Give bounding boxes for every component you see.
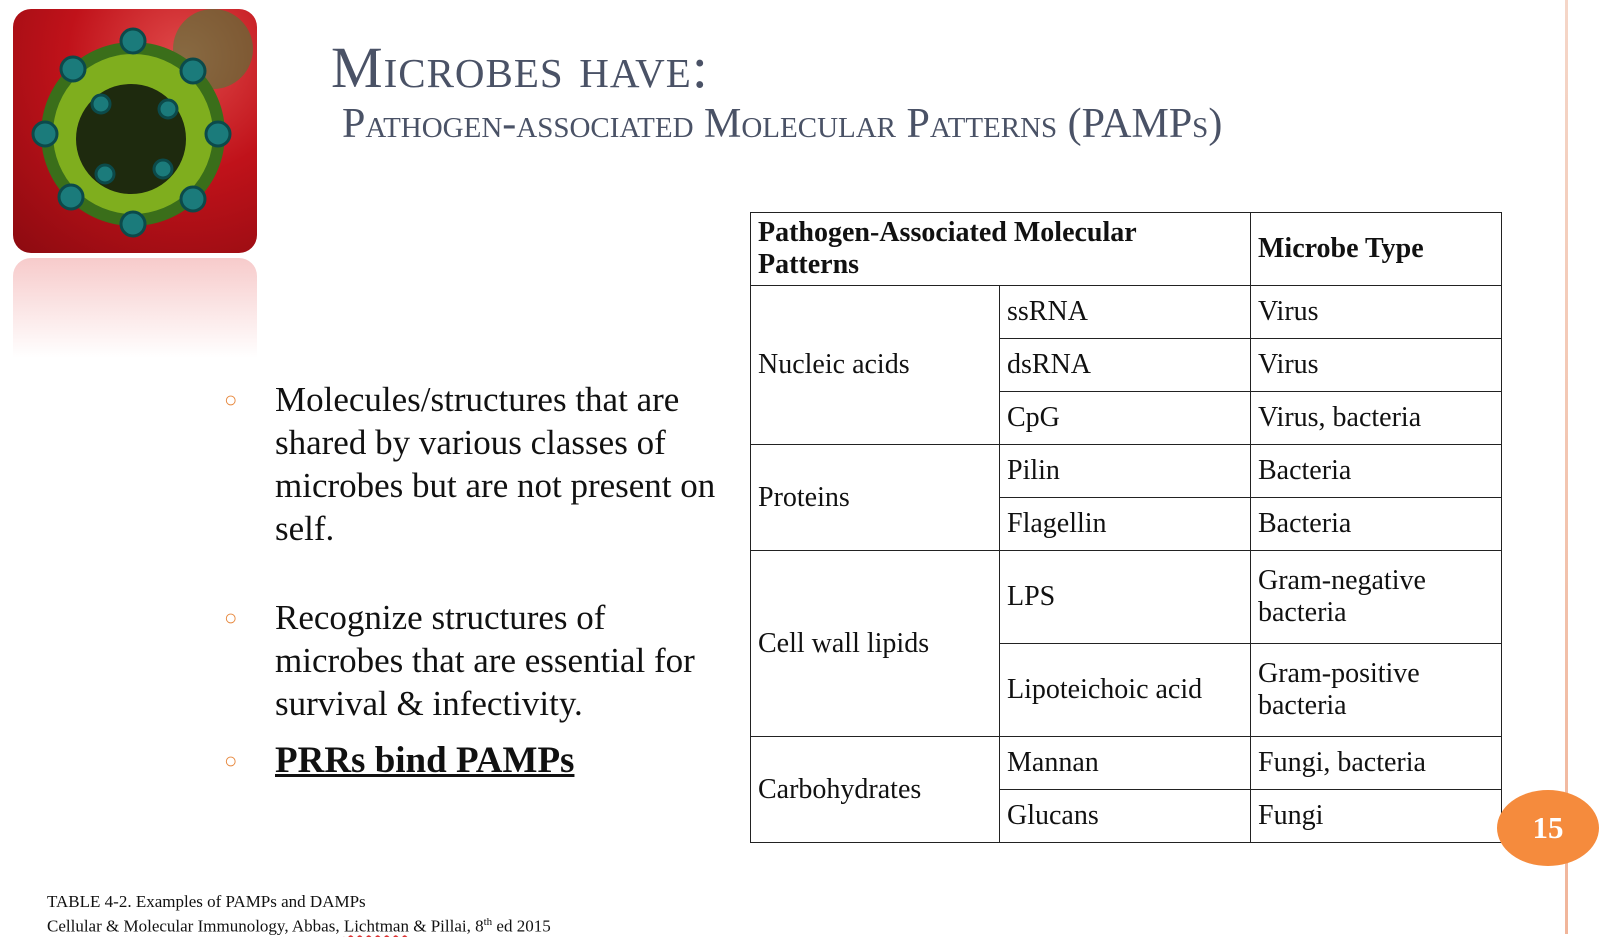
microbe-cell: Bacteria [1250, 444, 1502, 498]
pattern-cell: Pilin [999, 444, 1251, 498]
bullet-marker-icon: ○ [224, 748, 238, 773]
pattern-cell: Glucans [999, 789, 1251, 843]
right-edge-line [1565, 0, 1568, 934]
pattern-cell: Mannan [999, 736, 1251, 790]
pattern-cell: Lipoteichoic acid [999, 643, 1251, 737]
table-row: Proteins Pilin Bacteria [750, 444, 1502, 551]
pamps-table: Pathogen-Associated Molecular Patterns M… [750, 212, 1502, 843]
header-pamps: Pathogen-Associated Molecular Patterns [750, 212, 1251, 286]
bullet-text: PRRs bind PAMPs [275, 740, 575, 781]
group-carbohydrates: Carbohydrates [750, 736, 1000, 843]
virus-illustration [31, 9, 253, 238]
group-nucleic-acids: Nucleic acids [750, 285, 1000, 445]
footnote-citation: Cellular & Molecular Immunology, Abbas, … [47, 916, 551, 936]
virus-image [13, 9, 257, 253]
pattern-cell: LPS [999, 550, 1251, 644]
bullet-list: ○ Molecules/structures that are shared b… [222, 378, 722, 782]
table-header-row: Pathogen-Associated Molecular Patterns M… [750, 212, 1502, 286]
header-microbe-type: Microbe Type [1250, 212, 1502, 286]
virus-image-reflection [13, 258, 257, 358]
bullet-marker-icon: ○ [224, 387, 238, 412]
microbe-cell: Fungi [1250, 789, 1502, 843]
slide-subtitle: Pathogen-associated Molecular Patterns (… [342, 101, 1223, 147]
group-proteins: Proteins [750, 444, 1000, 551]
footnote-table-caption: TABLE 4-2. Examples of PAMPs and DAMPs [47, 892, 366, 911]
table-row: CpG Virus, bacteria [751, 391, 1502, 445]
table-row: Lipoteichoic acid Gram-positive bacteria [751, 643, 1502, 737]
microbe-cell: Virus [1250, 338, 1502, 392]
microbe-cell: Virus [1250, 285, 1502, 339]
table-row: Nucleic acids ssRNA Virus [750, 285, 1502, 445]
page-number-badge: 15 [1497, 790, 1599, 866]
footnote: TABLE 4-2. Examples of PAMPs and DAMPs C… [47, 891, 551, 937]
bullet-item: ○ PRRs bind PAMPs [222, 739, 722, 782]
bullet-text: Molecules/structures that are shared by … [275, 380, 716, 548]
microbe-cell: Gram-negative bacteria [1250, 550, 1502, 644]
table-row: Carbohydrates Mannan Fungi, bacteria [750, 736, 1502, 843]
microbe-cell: Virus, bacteria [1250, 391, 1502, 445]
bullet-marker-icon: ○ [224, 605, 238, 630]
pattern-cell: dsRNA [999, 338, 1251, 392]
spellcheck-flagged-word: Lichtman [343, 916, 409, 936]
group-cell-wall-lipids: Cell wall lipids [750, 550, 1000, 737]
bullet-text: Recognize structures of microbes that ar… [275, 598, 695, 723]
microbe-cell: Bacteria [1250, 497, 1502, 551]
table-row: Flagellin Bacteria [751, 497, 1502, 551]
bullet-item: ○ Molecules/structures that are shared b… [222, 378, 722, 550]
pattern-cell: CpG [999, 391, 1251, 445]
pattern-cell: Flagellin [999, 497, 1251, 551]
microbe-cell: Fungi, bacteria [1250, 736, 1502, 790]
bullet-item: ○ Recognize structures of microbes that … [222, 596, 722, 725]
table-row: Glucans Fungi [751, 789, 1502, 843]
slide-title: Microbes have: [331, 35, 709, 100]
pattern-cell: ssRNA [999, 285, 1251, 339]
table-row: Cell wall lipids LPS Gram-negative bacte… [750, 550, 1502, 737]
table-row: dsRNA Virus [751, 338, 1502, 392]
microbe-cell: Gram-positive bacteria [1250, 643, 1502, 737]
